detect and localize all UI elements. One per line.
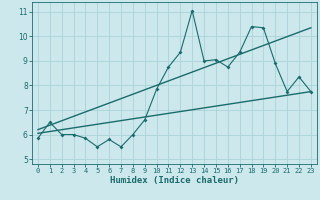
X-axis label: Humidex (Indice chaleur): Humidex (Indice chaleur) [110, 176, 239, 185]
